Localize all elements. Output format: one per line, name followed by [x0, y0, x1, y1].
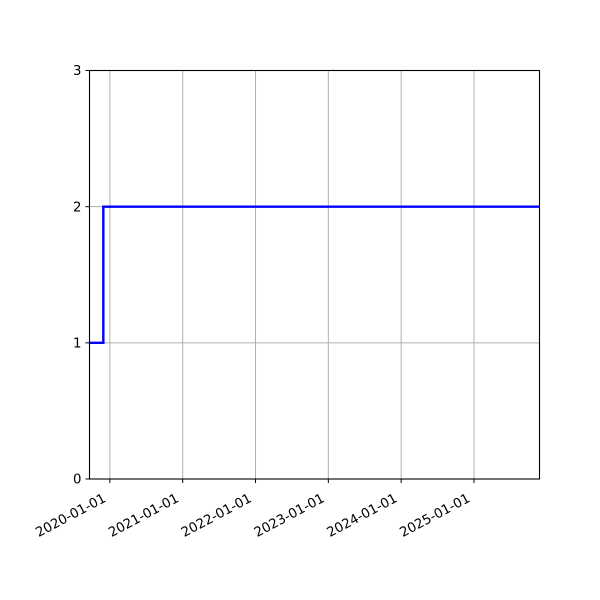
- x-tick-label-2022-01-01: 2022-01-01: [179, 491, 254, 541]
- step-series-line: [89, 205, 540, 345]
- y-tick-label-2: 2: [73, 200, 81, 215]
- x-tick-label-2020-01-01: 2020-01-01: [33, 491, 108, 541]
- x-tick-label-2021-01-01: 2021-01-01: [106, 491, 181, 541]
- y-tick-label-3: 3: [73, 64, 81, 79]
- y-tick-label-0: 0: [73, 473, 81, 488]
- x-tick-label-2023-01-01: 2023-01-01: [252, 491, 327, 541]
- axes-frame: [88, 69, 541, 480]
- x-tick-label-2024-01-01: 2024-01-01: [325, 491, 400, 541]
- x-tick-label-2025-01-01: 2025-01-01: [398, 491, 473, 541]
- y-tick-label-1: 1: [73, 336, 81, 351]
